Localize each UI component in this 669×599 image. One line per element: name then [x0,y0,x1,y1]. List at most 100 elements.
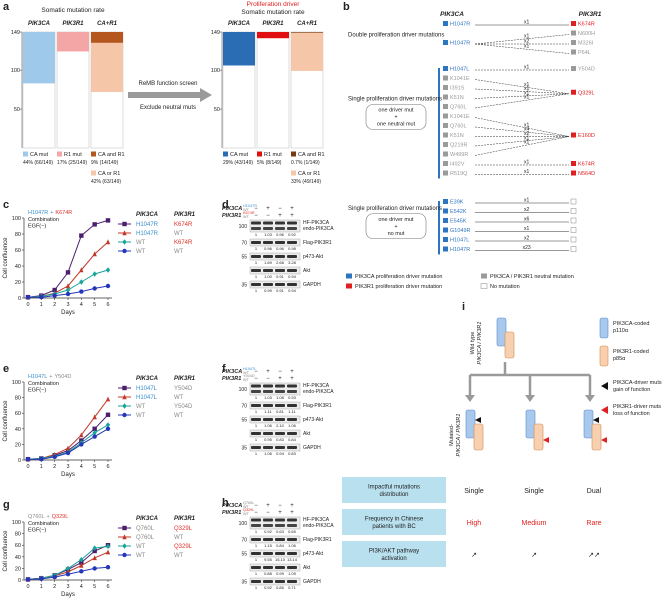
band [287,269,297,272]
band [275,384,285,388]
panel-label: g [3,499,10,511]
legend-text: PIK3R1-coded [613,349,649,355]
band [251,269,261,272]
band [263,538,273,541]
legend-text: WT [174,413,184,419]
band [287,580,297,583]
mutation-label: H1047R [450,41,470,47]
band [287,241,297,244]
legend-text: loss of function [613,411,650,417]
legend-value: 33% (49/149) [291,179,321,185]
marker [25,457,31,462]
legend-value: 0.7% (1/149) [291,160,320,166]
marker [122,534,127,540]
legend-text: PIK3R1 proliferation driver mutation [355,284,442,290]
band-label: Flag-PIK3R1 [303,240,332,246]
legend-swatch [91,170,96,176]
band-label: endo-PIK3CA [303,226,334,232]
quant: 0.94 [288,274,297,279]
sign: − [254,376,258,382]
legend-text: WT [136,553,146,559]
sign: − [266,213,270,219]
marker [52,293,57,298]
x-tick-label: 4 [80,464,83,470]
band [287,446,297,449]
arrow [128,88,212,102]
band [263,552,273,555]
mutation-label: E542K [450,209,467,215]
annotation-part: H1047L [28,374,47,380]
quant: 0.92 [288,232,297,237]
x-tick-label: 1 [40,464,43,470]
y-axis-label: Cell confluence [3,400,9,442]
link [474,93,570,109]
quant: 0.92 [264,585,273,590]
count-label: x1 [524,135,530,141]
marker [39,576,44,582]
mutation-label: H1047R [450,22,470,28]
row-header [342,541,446,567]
y-tick-label: 60 [15,543,21,549]
legend-swatch [346,283,352,289]
count-label: x1 [524,65,530,71]
legend-swatch [223,151,228,157]
legend-text: No mutation [490,284,520,290]
band [275,269,285,272]
marker [105,565,111,570]
marker [122,230,127,236]
quant: 1 [255,557,258,562]
sign: − [278,503,282,509]
group-detail: no mut [388,231,405,237]
mutation-label: G1049R [450,228,471,234]
band [263,580,273,583]
mutation-label: H1047R [243,204,257,208]
table-cell: Rare [586,520,601,527]
sign: + [290,510,294,516]
marker [79,560,84,565]
mutation-label: Q329L [578,90,595,96]
mutation-swatch [571,66,576,71]
band [287,418,297,421]
mutation-swatch [570,208,577,214]
mutation-swatch [443,123,448,128]
p110-box [496,317,507,347]
mutation-label: WT [243,505,250,509]
marker [105,426,111,431]
quant: 0.85 [276,585,285,590]
quant: 0.91 [276,288,285,293]
mutation-swatch [443,227,448,233]
row-label: Impactful mutations [368,485,420,491]
mutation-label: H1047L [243,367,256,371]
kicker: Proliferation driver [247,1,301,8]
p110-box [583,409,594,439]
y-axis-label: Cell confluence [3,530,9,572]
y-tick-label: 80 [15,532,21,538]
row-label: Mutated- [449,424,455,446]
band [287,432,297,435]
arrow [468,362,592,396]
quant: 15.10 [275,557,286,562]
mutation-label: K674R [578,162,595,168]
table-cell: ↗↗ [588,552,600,559]
panel-label: c [3,199,9,211]
chart-title: Somatic mutation rate [241,9,305,16]
sign: − [254,213,258,219]
link [474,88,570,94]
band [275,221,285,225]
band [251,518,261,522]
table-cell: Dual [587,488,602,495]
mutation-label: WT [243,512,250,516]
mutation-label: Y504D [578,67,595,73]
quant: 0.95 [264,437,273,442]
quant: 1 [255,437,258,442]
mutation-swatch [443,199,448,204]
sign: + [266,206,270,212]
count-label: x2 [524,236,530,242]
x-tick-label: 6 [106,464,109,470]
marker [105,543,111,550]
mutation-swatch [571,161,576,166]
gene-label: PIK3CA [222,206,242,212]
mutation-swatch [443,151,448,157]
legend-swatch [57,151,62,157]
y-tick-label: 80 [15,396,21,402]
